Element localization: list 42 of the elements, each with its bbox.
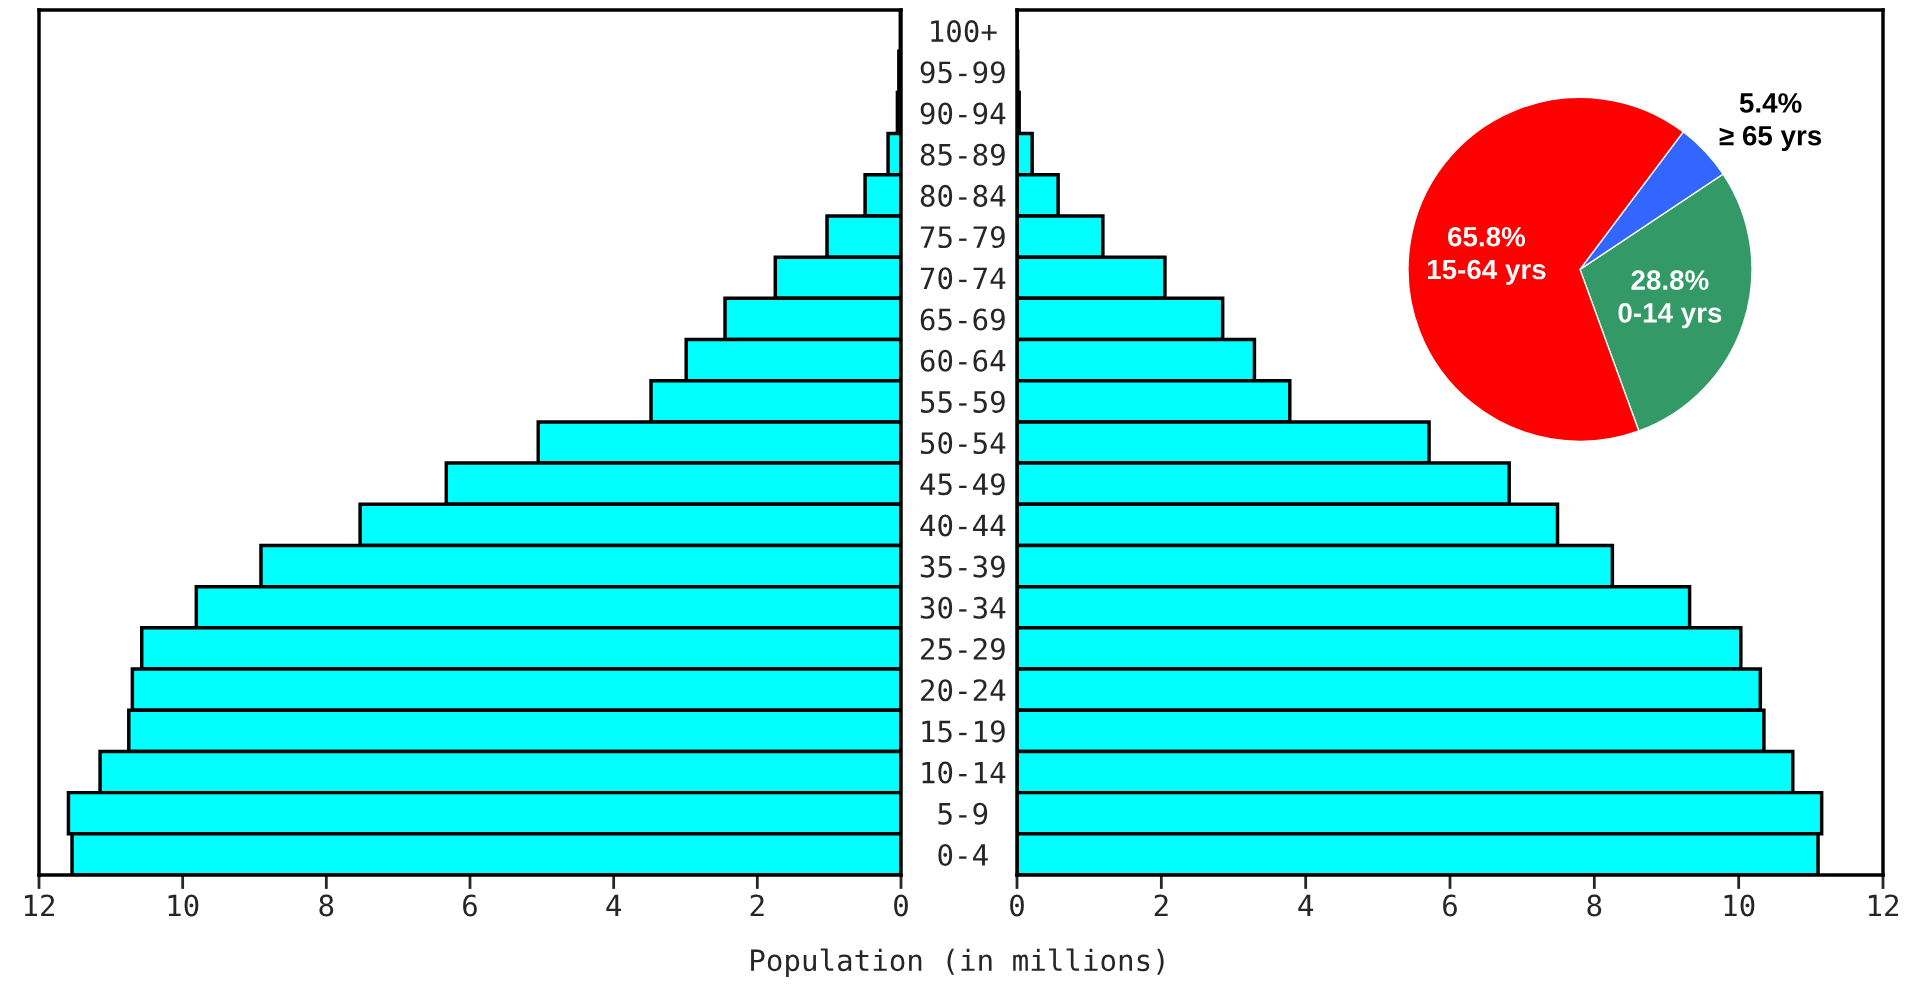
slice-label: 0-14 yrs	[1618, 303, 1722, 329]
x-tick-label: 10	[168, 894, 199, 917]
x-tick-label: 0	[1010, 894, 1024, 917]
y-tick-label: 70-74	[920, 267, 1006, 290]
y-tick-label: 5-9	[938, 802, 988, 825]
y-tick-label: 55-59	[920, 390, 1005, 413]
y-tick-label: 25-29	[921, 637, 1005, 661]
y-tick-label: 60-64	[920, 349, 1006, 372]
data-label: 28.8%	[1631, 270, 1709, 290]
x-tick-label: 0	[894, 894, 908, 917]
y-tick-label: 50-54	[920, 432, 1006, 455]
y-tick-label: 75-79	[920, 226, 1005, 249]
y-tick-label: 95-99	[920, 61, 1005, 84]
x-tick-label: 4	[606, 894, 622, 917]
x-tick-label: 6	[463, 894, 477, 917]
y-tick-label: 65-69	[920, 308, 1005, 331]
x-tick-label: 8	[1587, 894, 1602, 917]
x-tick-label: 12	[24, 894, 55, 917]
y-tick-label: 100+	[931, 20, 997, 43]
data-label: 65.8%	[1448, 226, 1526, 247]
y-tick-label: 10-14	[922, 761, 1006, 784]
x-tick-label: 8	[319, 894, 334, 917]
x-tick-label: 2	[1154, 894, 1168, 917]
x-tick-label: 4	[1298, 894, 1314, 917]
data-label: 5.4%	[1739, 93, 1802, 113]
y-tick-label: 80-84	[920, 184, 1006, 207]
slice-label: 15-64 yrs	[1427, 259, 1546, 285]
y-tick-label: 45-49	[920, 473, 1005, 496]
x-tick-label: 10	[1724, 894, 1755, 917]
slice-label: ≥ 65 yrs	[1719, 125, 1822, 152]
x-tick-label: 6	[1443, 894, 1457, 917]
x-axis-title: Population (in millions)	[751, 948, 1164, 977]
y-tick-label: 15-19	[922, 720, 1005, 743]
y-tick-label: 35-39	[920, 555, 1005, 578]
y-tick-label: 0-4	[938, 843, 988, 866]
y-tick-label: 30-34	[920, 596, 1006, 619]
y-tick-label: 85-89	[920, 143, 1005, 166]
y-tick-label: 40-44	[920, 514, 1006, 537]
x-tick-label: 2	[750, 894, 764, 917]
y-tick-label: 90-94	[920, 102, 1006, 125]
x-tick-label: 12	[1868, 894, 1899, 917]
y-tick-label: 20-24	[921, 679, 1006, 702]
